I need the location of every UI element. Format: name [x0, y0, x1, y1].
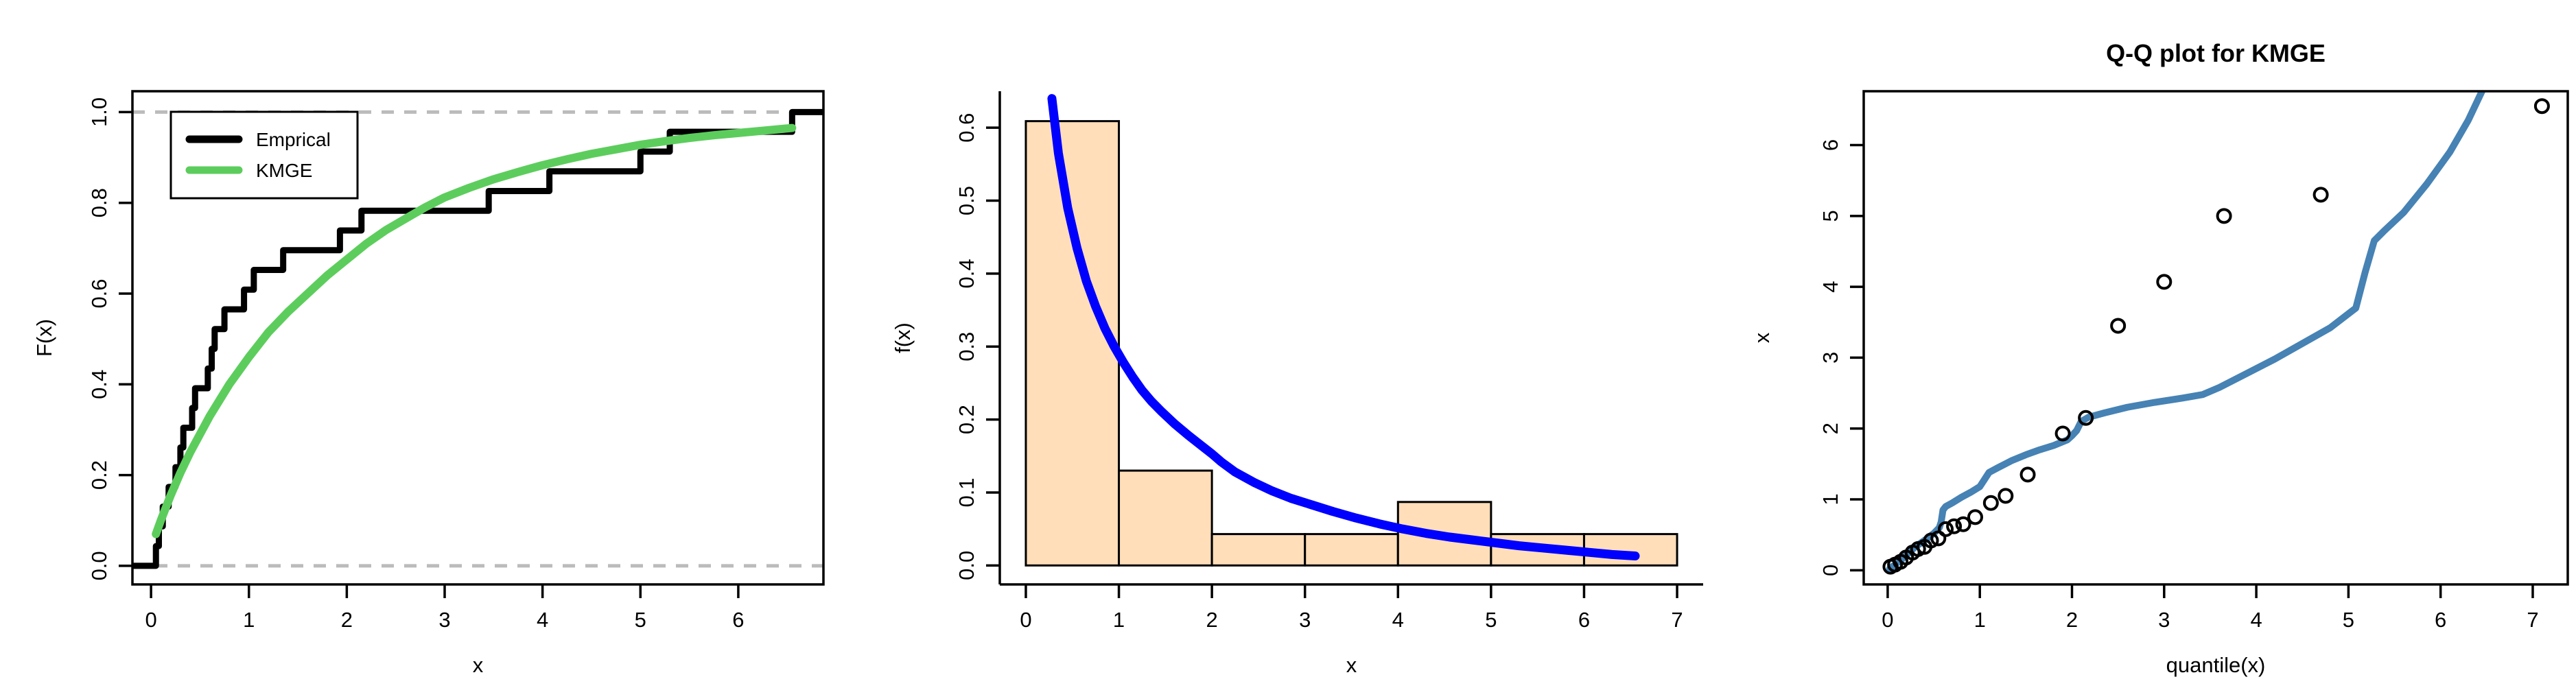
data-point: [1967, 509, 1983, 525]
y-tick-label: 0.1: [955, 477, 979, 507]
histogram-plot-svg: 0 1 2 3 4 5 6 7 0.0 0.1 0.2 0.3 0.4 0.5 0.6 x f(x): [891, 91, 1704, 677]
y-tick-label: 0.0: [955, 551, 979, 580]
x-tick-label: 1: [1113, 608, 1125, 632]
x-tick-label: 3: [438, 608, 450, 632]
data-point: [1937, 521, 1954, 537]
x-tick-label: 5: [2342, 608, 2354, 632]
plot-title: Q-Q plot for KMGE: [2106, 39, 2326, 67]
data-point: [2155, 274, 2172, 290]
x-tick-label: 2: [341, 608, 353, 632]
x-tick-label: 4: [2250, 608, 2262, 632]
data-point: [1955, 516, 1971, 532]
x-axis-title: x: [473, 653, 484, 677]
histogram-bar: [1210, 533, 1307, 567]
x-tick-label: 5: [1486, 608, 1497, 632]
y-tick-label: 1: [1818, 493, 1842, 505]
qq-plot-svg: 0 1 2 3 4 5 6 7 0 1 2 3 4 5 6 quantile(x) x Q-Q plot for …: [1750, 39, 2569, 677]
y-tick-label: 1.0: [87, 97, 111, 127]
y-tick-label: 0.3: [955, 332, 979, 361]
data-point: [2019, 466, 2036, 483]
y-tick-label: 0.6: [87, 278, 111, 308]
data-point: [1923, 532, 1939, 549]
y-tick-label: 5: [1818, 210, 1842, 222]
y-tick-label: 0.6: [955, 113, 979, 143]
histogram-bar: [1304, 533, 1400, 567]
legend-label-Emprical: Emprical: [256, 129, 331, 150]
x-tick-label: 0: [145, 608, 156, 632]
series-KMGE: [152, 123, 797, 538]
data-point: [1982, 495, 1999, 511]
data-point: [1997, 488, 2013, 504]
y-tick-label: 6: [1818, 139, 1842, 151]
x-axis-title: quantile(x): [2166, 653, 2265, 677]
series-fitted-quantile-line: [1886, 91, 2486, 573]
y-tick-label: 0.4: [955, 259, 979, 288]
y-tick-label: 0.5: [955, 186, 979, 215]
y-tick-label: 0.8: [87, 188, 111, 217]
y-tick-label: 0.2: [87, 460, 111, 490]
histogram-density-plot-area: [1024, 94, 1678, 567]
y-tick-label: 0.0: [87, 551, 111, 580]
x-tick-label: 6: [2435, 608, 2446, 632]
x-tick-label: 2: [2066, 608, 2078, 632]
y-tick-label: 2: [1818, 423, 1842, 434]
x-tick-label: 0: [1020, 608, 1032, 632]
data-point: [2077, 410, 2094, 426]
x-tick-label: 5: [635, 608, 646, 632]
qq-plot-plot-area: [1882, 91, 2550, 575]
y-tick-label: 0.4: [87, 370, 111, 399]
data-point: [2216, 208, 2232, 224]
data-point: [2109, 318, 2126, 334]
x-tick-label: 6: [1578, 608, 1590, 632]
panel-cdf-comparison: 0 1 2 3 4 5 6 0.0 0.2 0.4 0.6 0.8 1.0 x F(x) Emprical KM…: [0, 0, 858, 688]
x-tick-label: 4: [1392, 608, 1404, 632]
legend-label-KMGE: KMGE: [256, 160, 312, 181]
data-point: [2054, 425, 2071, 442]
histogram-bar: [1024, 120, 1121, 567]
x-tick-label: 7: [2527, 608, 2538, 632]
histogram-bar: [1118, 469, 1213, 567]
plot-box: [1862, 90, 2569, 586]
cdf-plot-svg: 0 1 2 3 4 5 6 0.0 0.2 0.4 0.6 0.8 1.0 x F(x) Emprical KM…: [32, 90, 825, 677]
x-tick-label: 7: [1672, 608, 1683, 632]
x-tick-label: 6: [732, 608, 744, 632]
x-tick-label: 0: [1882, 608, 1893, 632]
x-tick-label: 1: [1974, 608, 1985, 632]
y-tick-label: 4: [1818, 281, 1842, 293]
data-point: [2312, 187, 2329, 203]
y-axis-title: x: [1750, 332, 1774, 343]
panel-qq-plot: 0 1 2 3 4 5 6 7 0 1 2 3 4 5 6 quantile(x) x Q-Q plot for …: [1718, 0, 2576, 688]
x-tick-label: 3: [1299, 608, 1311, 632]
data-point: [1945, 518, 1962, 534]
x-tick-label: 3: [2158, 608, 2170, 632]
y-axis-title: f(x): [891, 322, 915, 353]
plot-box: [131, 90, 825, 586]
y-tick-label: 0: [1818, 565, 1842, 576]
y-axis-title: F(x): [32, 319, 56, 357]
x-tick-label: 1: [243, 608, 255, 632]
x-axis-title: x: [1346, 653, 1357, 677]
y-tick-label: 0.2: [955, 405, 979, 434]
data-point: [2533, 98, 2550, 115]
panel-histogram-density: 0 1 2 3 4 5 6 7 0.0 0.1 0.2 0.3 0.4 0.5 0.6 x f(x): [858, 0, 1717, 688]
y-tick-label: 3: [1818, 352, 1842, 364]
x-tick-label: 4: [537, 608, 548, 632]
series-KMGE-density: [1047, 94, 1640, 561]
legend-box: [169, 110, 359, 200]
x-tick-label: 2: [1206, 608, 1218, 632]
